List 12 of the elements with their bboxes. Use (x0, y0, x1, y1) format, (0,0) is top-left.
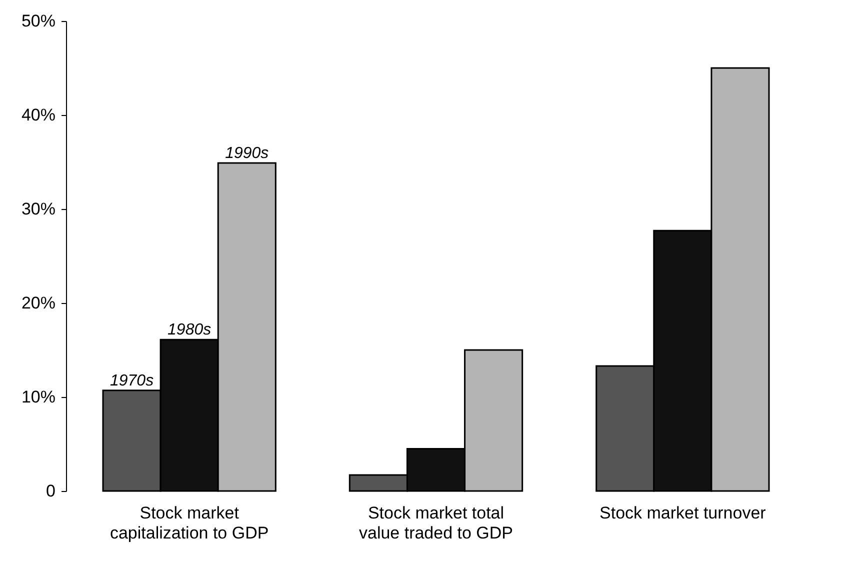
series-label: 1980s (168, 322, 212, 339)
y-tick-label: 30% (21, 200, 56, 218)
series-label: 1990s (225, 144, 269, 162)
y-tick-label: 10% (21, 388, 56, 406)
y-tick-label: 40% (21, 106, 56, 124)
x-tick-label: Stock market total value traded to GDP (358, 504, 514, 542)
y-tick-label: 20% (21, 294, 56, 312)
y-tick-label: 0 (46, 482, 56, 500)
y-tick-label: 50% (21, 12, 56, 30)
series-label: 1970s (110, 372, 154, 390)
x-tick-label: Stock market turnover (600, 504, 766, 522)
x-tick-label: Stock market capitalization to GDP (110, 504, 269, 542)
